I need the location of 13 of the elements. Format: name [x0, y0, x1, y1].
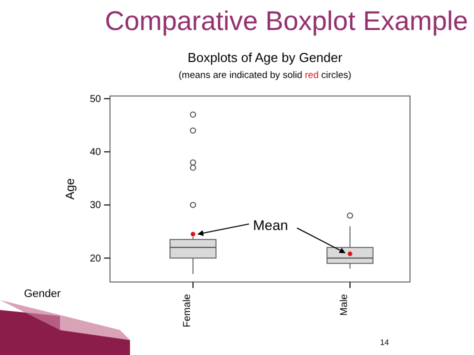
annotation: Mean — [253, 217, 288, 233]
text: (means are indicated by solid red circles) — [178, 70, 352, 81]
y-tick-label: 30 — [90, 200, 102, 212]
x-tick-label: Female — [182, 294, 193, 328]
y-tick-label: 20 — [90, 253, 102, 264]
y-tick-label: 50 — [90, 94, 102, 105]
x-tick-label: Male — [339, 294, 350, 316]
y-tick-label: 40 — [90, 147, 102, 158]
chart-subtitle: Boxplots of Age by Gender — [188, 50, 343, 65]
text: 14 — [380, 338, 390, 347]
y-axis-title: Age — [63, 178, 77, 200]
chart-title: Comparative Boxplot Example — [104, 6, 468, 36]
x-axis-title: Gender — [24, 288, 62, 300]
